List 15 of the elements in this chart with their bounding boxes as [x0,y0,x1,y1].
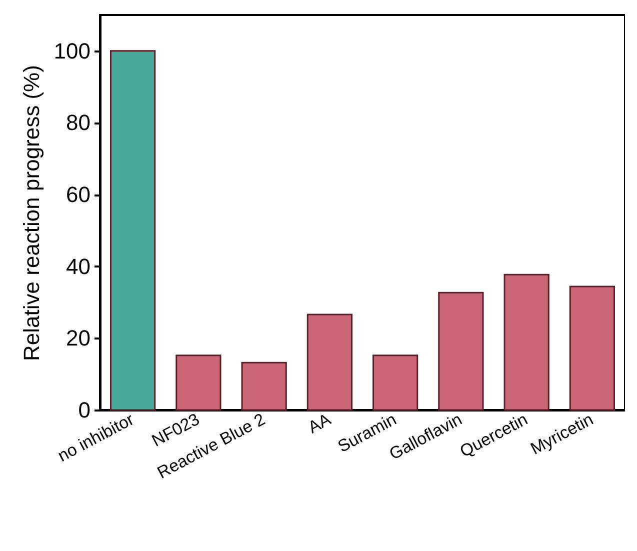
bar [569,286,615,411]
bar [306,314,352,411]
y-tick-label: 80 [66,110,90,136]
x-tick-label: AA [304,409,334,438]
bar [504,274,550,411]
y-axis-title: Relative reaction progress (%) [18,65,44,361]
y-tick-label: 20 [66,326,90,351]
bar [438,292,484,411]
bar [241,362,287,411]
bar [176,354,222,411]
bar [110,50,156,411]
y-tick-label: 60 [66,182,90,208]
bar [372,354,418,411]
y-tick-label: 100 [54,38,90,64]
y-tick-label: 40 [66,254,90,279]
